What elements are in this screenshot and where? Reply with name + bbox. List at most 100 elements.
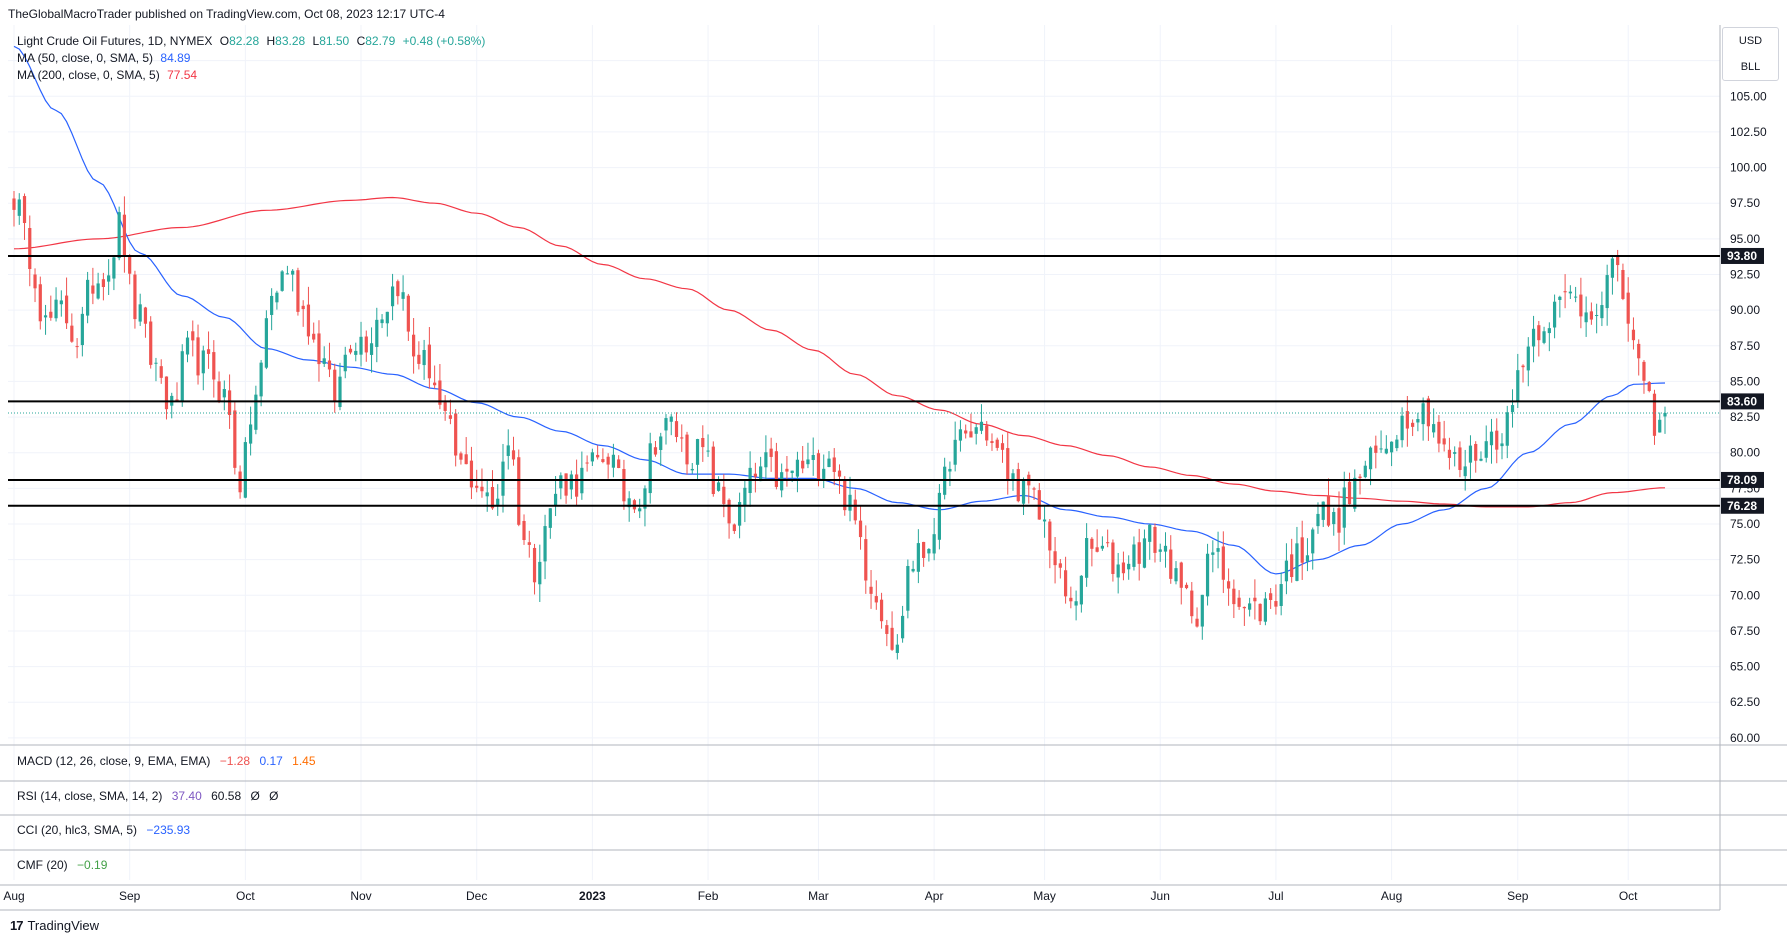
candle — [795, 451, 800, 493]
candle — [785, 455, 789, 487]
candle — [511, 436, 516, 466]
candle — [1148, 523, 1152, 560]
level-label: 93.80 — [1727, 249, 1757, 263]
candle — [1184, 582, 1189, 590]
candle — [1326, 478, 1331, 528]
candle — [1458, 441, 1462, 478]
candle — [1537, 320, 1541, 357]
x-tick-label: Oct — [236, 889, 255, 903]
candle — [1085, 523, 1089, 587]
candle — [617, 455, 621, 469]
ohlc-close: C82.79 — [356, 34, 396, 48]
candle — [1226, 568, 1231, 606]
ma50-legend[interactable]: MA (50, close, 0, SMA, 5) 84.89 — [17, 51, 194, 65]
candle — [1474, 441, 1478, 473]
candle — [196, 324, 200, 385]
candle — [916, 529, 920, 584]
ma200-line — [13, 196, 1666, 508]
candle — [669, 414, 673, 436]
x-tick-label: Aug — [3, 889, 24, 903]
candle — [1295, 526, 1299, 582]
x-tick-label: Jun — [1151, 889, 1170, 903]
ma200-legend[interactable]: MA (200, close, 0, SMA, 5) 77.54 — [17, 68, 201, 82]
unit-selector[interactable]: USD BLL — [1722, 27, 1779, 81]
candle — [937, 484, 942, 550]
candle — [222, 380, 226, 411]
candle — [1027, 471, 1031, 504]
candle — [433, 365, 437, 389]
candle — [969, 413, 973, 438]
candle — [601, 448, 605, 464]
candle — [1584, 296, 1588, 337]
cci-label: CCI (20, hlc3, SMA, 5) — [17, 823, 138, 837]
candle — [1279, 572, 1283, 616]
candle — [122, 196, 127, 273]
candle — [874, 580, 878, 610]
y-tick-label: 65.00 — [1730, 660, 1760, 674]
candle-layer — [12, 190, 1667, 660]
candle — [1500, 433, 1504, 460]
candle — [1574, 286, 1578, 303]
candle — [1337, 491, 1341, 551]
candle — [659, 432, 663, 466]
candle — [711, 441, 715, 497]
candle — [191, 320, 195, 357]
y-tick-label: 60.00 — [1730, 731, 1760, 745]
candle — [1116, 552, 1120, 594]
candle — [333, 363, 337, 413]
candle — [553, 476, 558, 517]
candle — [1610, 255, 1615, 295]
candle — [154, 357, 158, 382]
rsi-label: RSI (14, close, SMA, 14, 2) — [17, 789, 163, 803]
candle — [1416, 412, 1420, 432]
candle — [1552, 294, 1557, 339]
rsi-value-4: Ø — [269, 789, 279, 803]
y-tick-label: 72.50 — [1730, 553, 1760, 567]
candle — [827, 451, 831, 468]
candle — [864, 525, 868, 594]
level-label: 83.60 — [1727, 394, 1757, 408]
candle — [1163, 532, 1168, 568]
level-label: 76.28 — [1727, 499, 1757, 513]
cci-legend[interactable]: CCI (20, hlc3, SMA, 5) −235.93 — [17, 823, 196, 837]
candle — [1589, 302, 1593, 325]
candle — [1221, 531, 1225, 594]
candle — [1605, 264, 1609, 326]
candle — [301, 300, 305, 327]
y-tick-label: 97.50 — [1730, 196, 1760, 210]
candle — [1442, 420, 1446, 452]
candle — [869, 570, 873, 609]
ohlc-open: O82.28 — [219, 34, 260, 48]
candle — [1626, 277, 1630, 342]
candle — [338, 362, 342, 411]
grid-layer — [0, 25, 1787, 911]
candle — [112, 255, 116, 291]
ohlc-change: +0.48 (+0.58%) — [402, 34, 486, 48]
y-tick-label: 100.00 — [1730, 161, 1767, 175]
candle — [280, 270, 284, 292]
macd-legend[interactable]: MACD (12, 26, close, 9, EMA, EMA) −1.28 … — [17, 754, 322, 768]
candle — [1379, 430, 1383, 453]
x-tick-label: Jul — [1268, 889, 1283, 903]
rsi-legend[interactable]: RSI (14, close, SMA, 14, 2) 37.40 60.58 … — [17, 789, 285, 803]
candle — [706, 434, 710, 457]
candle — [359, 321, 363, 367]
candle — [527, 530, 531, 558]
candle — [385, 311, 389, 337]
tradingview-logo[interactable]: 17 TradingView — [10, 918, 99, 933]
candle — [674, 412, 679, 443]
candle — [348, 344, 353, 355]
candle — [753, 462, 757, 493]
candle — [1200, 594, 1204, 640]
candle — [149, 316, 153, 369]
candle — [1663, 406, 1667, 434]
y-tick-label: 90.00 — [1730, 303, 1760, 317]
cmf-legend[interactable]: CMF (20) −0.19 — [17, 858, 113, 872]
candle — [270, 288, 274, 331]
candle — [275, 290, 279, 310]
candle — [1647, 380, 1651, 393]
macd-label: MACD (12, 26, close, 9, EMA, EMA) — [17, 754, 211, 768]
candle — [1305, 538, 1310, 572]
candle — [1032, 486, 1036, 500]
